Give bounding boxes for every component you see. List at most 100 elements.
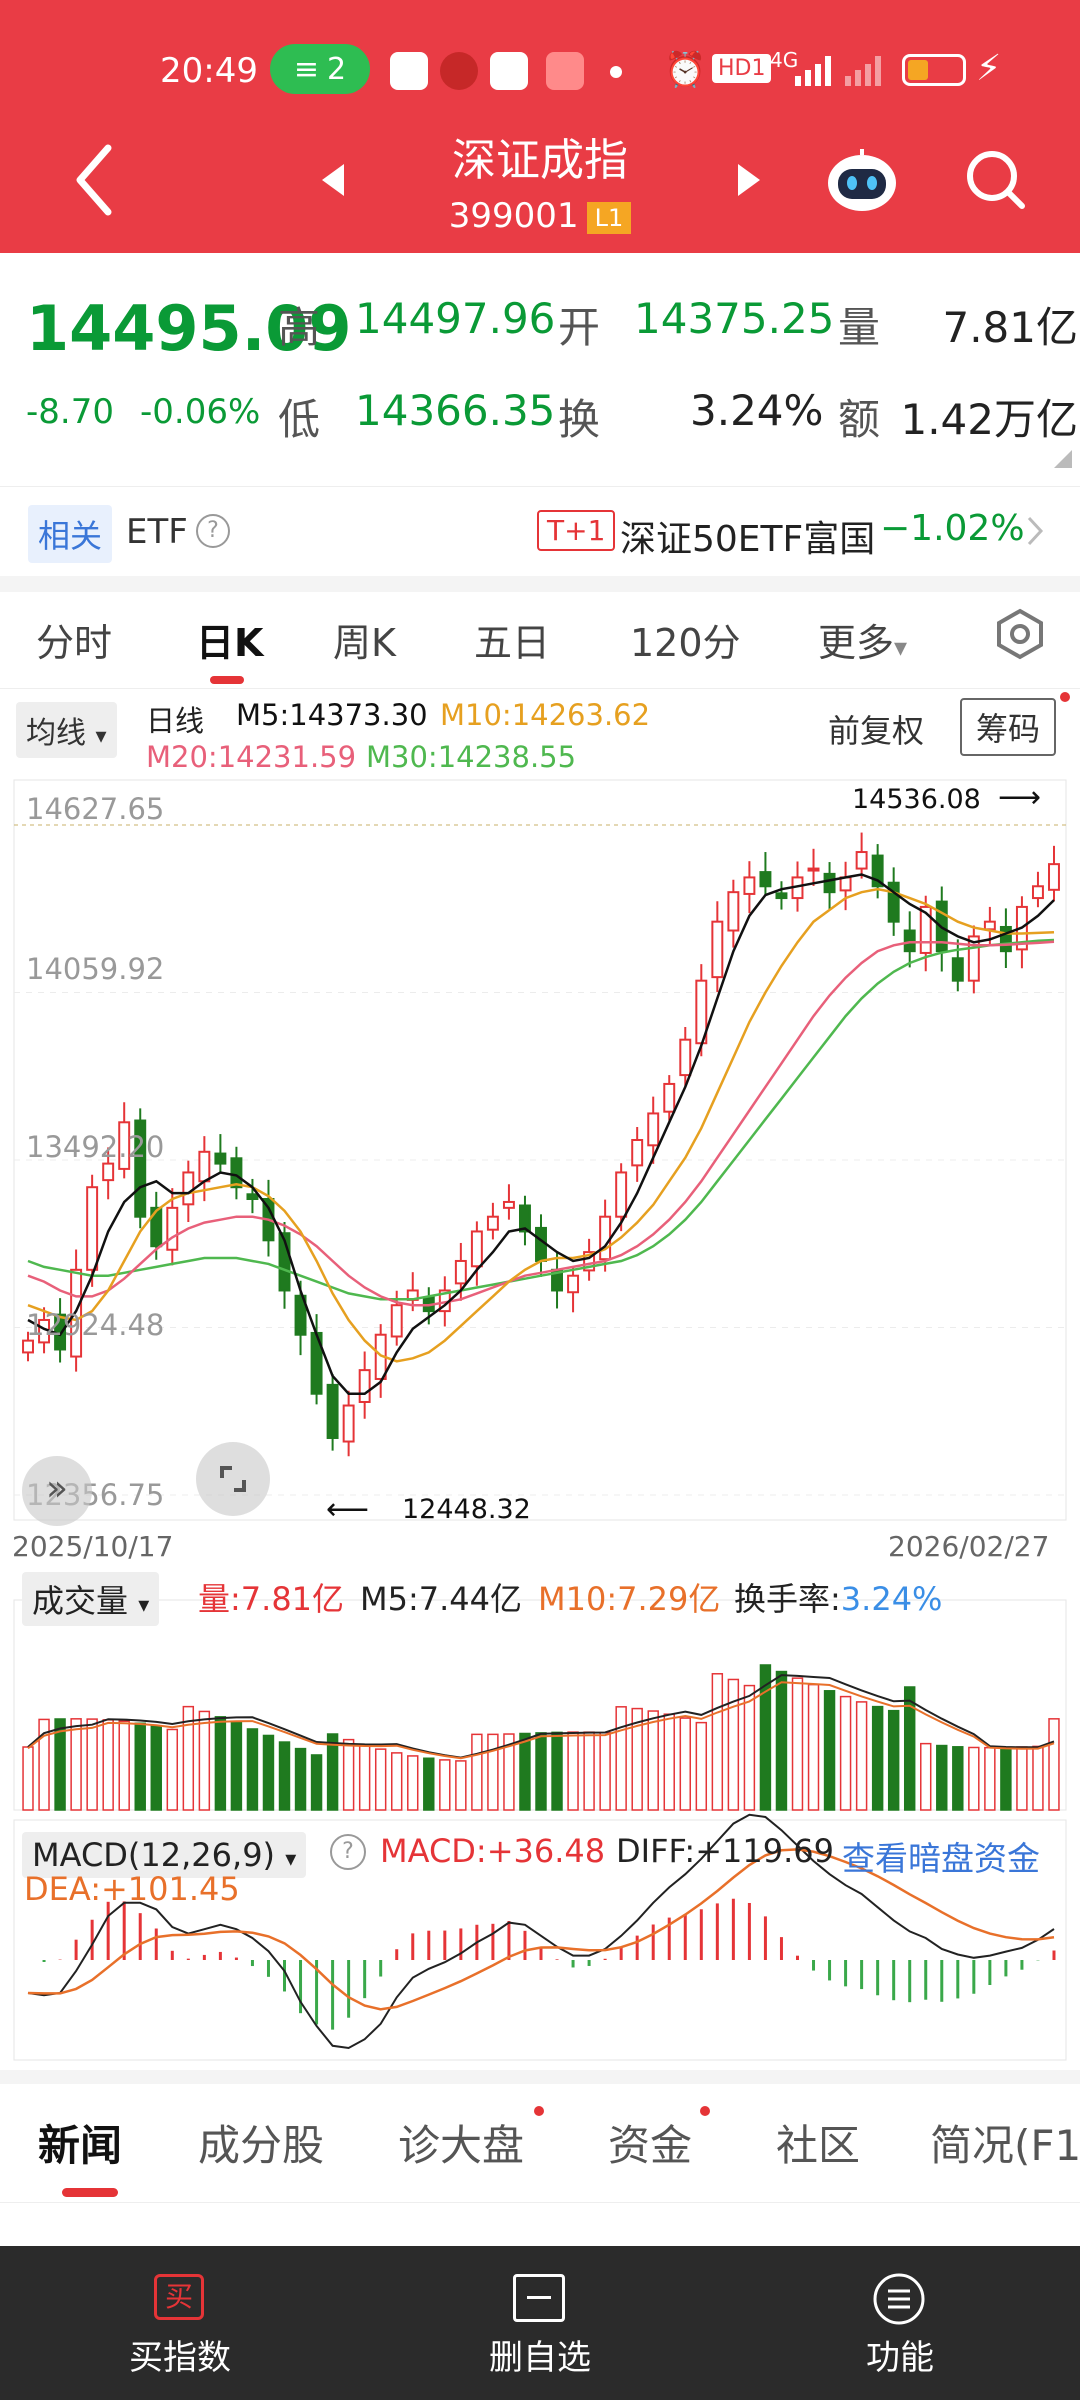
- candle-body: [150, 1206, 163, 1248]
- remove-watchlist-button[interactable]: 删自选: [489, 2338, 591, 2378]
- stock-code: 399001: [448, 196, 579, 236]
- y-axis-label: 12924.48: [26, 1308, 165, 1342]
- volume-bar: [407, 1755, 419, 1811]
- next-stock-icon[interactable]: [734, 160, 764, 200]
- news-tab-indicator: [62, 2188, 118, 2197]
- ma20-value: M20:14231.59: [146, 740, 357, 774]
- tab-weekly-k[interactable]: 周K: [333, 621, 396, 665]
- volume-bar: [487, 1733, 499, 1811]
- candle-body: [294, 1294, 307, 1336]
- volume-bar: [1000, 1746, 1012, 1811]
- candle-body: [502, 1200, 515, 1209]
- tab-intraday[interactable]: 分时: [36, 621, 113, 665]
- candle-body: [903, 929, 916, 953]
- high-value: 14497.96: [355, 294, 556, 343]
- tab-more[interactable]: 更多▾: [818, 612, 907, 667]
- volume-selector[interactable]: 成交量 ▾: [22, 1572, 160, 1626]
- expand-left-icon[interactable]: »: [22, 1456, 92, 1526]
- dark-pool-link[interactable]: 查看暗盘资金: [842, 1839, 1040, 1878]
- app-notification-icon: [390, 52, 428, 90]
- candle-body: [967, 935, 980, 982]
- candle-body: [775, 892, 788, 900]
- arrow-right-icon: ⟶: [998, 780, 1042, 815]
- y-axis-label: 13492.20: [26, 1130, 165, 1164]
- etf-fund-name[interactable]: 深证50ETF富国: [620, 519, 876, 560]
- status-time: 20:49: [160, 51, 258, 91]
- volume-value: 7.81亿: [942, 303, 1078, 352]
- robot-assistant-icon[interactable]: [824, 145, 900, 215]
- volume-bar: [262, 1734, 275, 1811]
- buy-icon: 买: [154, 2274, 204, 2320]
- tab-profile[interactable]: 简况(F10): [930, 2121, 1080, 2170]
- help-icon[interactable]: ?: [330, 1834, 366, 1870]
- candle-body: [743, 876, 756, 895]
- wifi-count: 2: [327, 51, 347, 87]
- chevron-right-icon[interactable]: [1025, 514, 1045, 548]
- tab-news[interactable]: 新闻: [38, 2121, 123, 2170]
- last-price: 14495.09: [26, 292, 352, 365]
- chip-button[interactable]: 筹码: [960, 698, 1057, 756]
- help-icon[interactable]: ?: [196, 514, 230, 548]
- volume-bar: [326, 1733, 339, 1811]
- macd-selector[interactable]: MACD(12,26,9) ▾: [22, 1832, 307, 1878]
- tab-diagnosis[interactable]: 诊大盘: [398, 2121, 525, 2170]
- candle-body: [470, 1230, 483, 1268]
- volume-bar: [439, 1759, 451, 1811]
- volume-bar: [711, 1673, 724, 1811]
- functions-button[interactable]: 功能: [866, 2338, 934, 2378]
- candle-body: [887, 881, 900, 923]
- volume-label: 量: [838, 303, 881, 352]
- fullscreen-icon[interactable]: [196, 1442, 270, 1516]
- prev-stock-icon[interactable]: [318, 160, 348, 200]
- kline-chart[interactable]: [0, 770, 1080, 2070]
- settings-hexagon-icon[interactable]: [994, 608, 1046, 660]
- candle-body: [647, 1112, 660, 1147]
- tab-five-day[interactable]: 五日: [474, 621, 551, 665]
- volume-bar: [519, 1732, 531, 1811]
- volume-bar: [1032, 1745, 1044, 1811]
- more-dot-icon: [610, 66, 622, 78]
- turnover-label: 换: [558, 395, 601, 444]
- tab-constituents[interactable]: 成分股: [198, 2121, 325, 2170]
- volume-selector-label: 成交量: [32, 1582, 129, 1620]
- adjust-mode[interactable]: 前复权: [828, 712, 925, 750]
- volume-bar: [198, 1710, 211, 1811]
- corner-expand-icon[interactable]: [1054, 450, 1072, 468]
- divider: [0, 486, 1080, 487]
- candle-body: [1048, 863, 1060, 891]
- dea-line: [27, 1848, 1055, 2011]
- tab-community[interactable]: 社区: [776, 2121, 861, 2170]
- volume-bar: [278, 1741, 291, 1811]
- signal2-icon: [845, 56, 885, 86]
- candle-body: [615, 1171, 628, 1218]
- candle-body: [839, 876, 852, 892]
- volume-bar: [583, 1731, 595, 1811]
- macd-value: MACD:+36.48: [380, 1832, 606, 1870]
- buy-index-button[interactable]: 买指数: [129, 2338, 231, 2378]
- charging-icon: ⚡: [976, 48, 1002, 89]
- caret-down-icon: ▾: [95, 724, 107, 749]
- low-value: 14366.35: [355, 386, 556, 435]
- candle-body: [214, 1152, 227, 1165]
- volume-bar: [214, 1716, 227, 1811]
- tab-120min[interactable]: 120分: [630, 621, 741, 665]
- tab-funds[interactable]: 资金: [608, 2121, 693, 2170]
- ma-line-m30: [27, 938, 1055, 1301]
- candle-body: [390, 1304, 403, 1338]
- wifi-hotspot-pill: ≡ 2: [270, 44, 370, 94]
- candle-body: [599, 1215, 612, 1261]
- search-icon[interactable]: [964, 148, 1028, 212]
- ma10-value: M10:14263.62: [440, 698, 651, 732]
- caret-down-icon: ▾: [285, 1847, 297, 1872]
- turnover-rate-label: 换手率:: [734, 1580, 841, 1618]
- wifi-icon: ≡: [293, 51, 320, 87]
- back-icon[interactable]: [70, 140, 120, 220]
- volume-bar: [535, 1732, 547, 1811]
- caret-down-icon: ▾: [894, 633, 908, 663]
- tab-daily-k[interactable]: 日K: [196, 621, 264, 665]
- header-bar: [0, 0, 1080, 253]
- ma-selector[interactable]: 均线 ▾: [16, 702, 117, 758]
- volume-ma5: M5:7.44亿: [360, 1580, 523, 1618]
- volume-bar: [807, 1683, 820, 1811]
- volume-bar: [166, 1728, 179, 1811]
